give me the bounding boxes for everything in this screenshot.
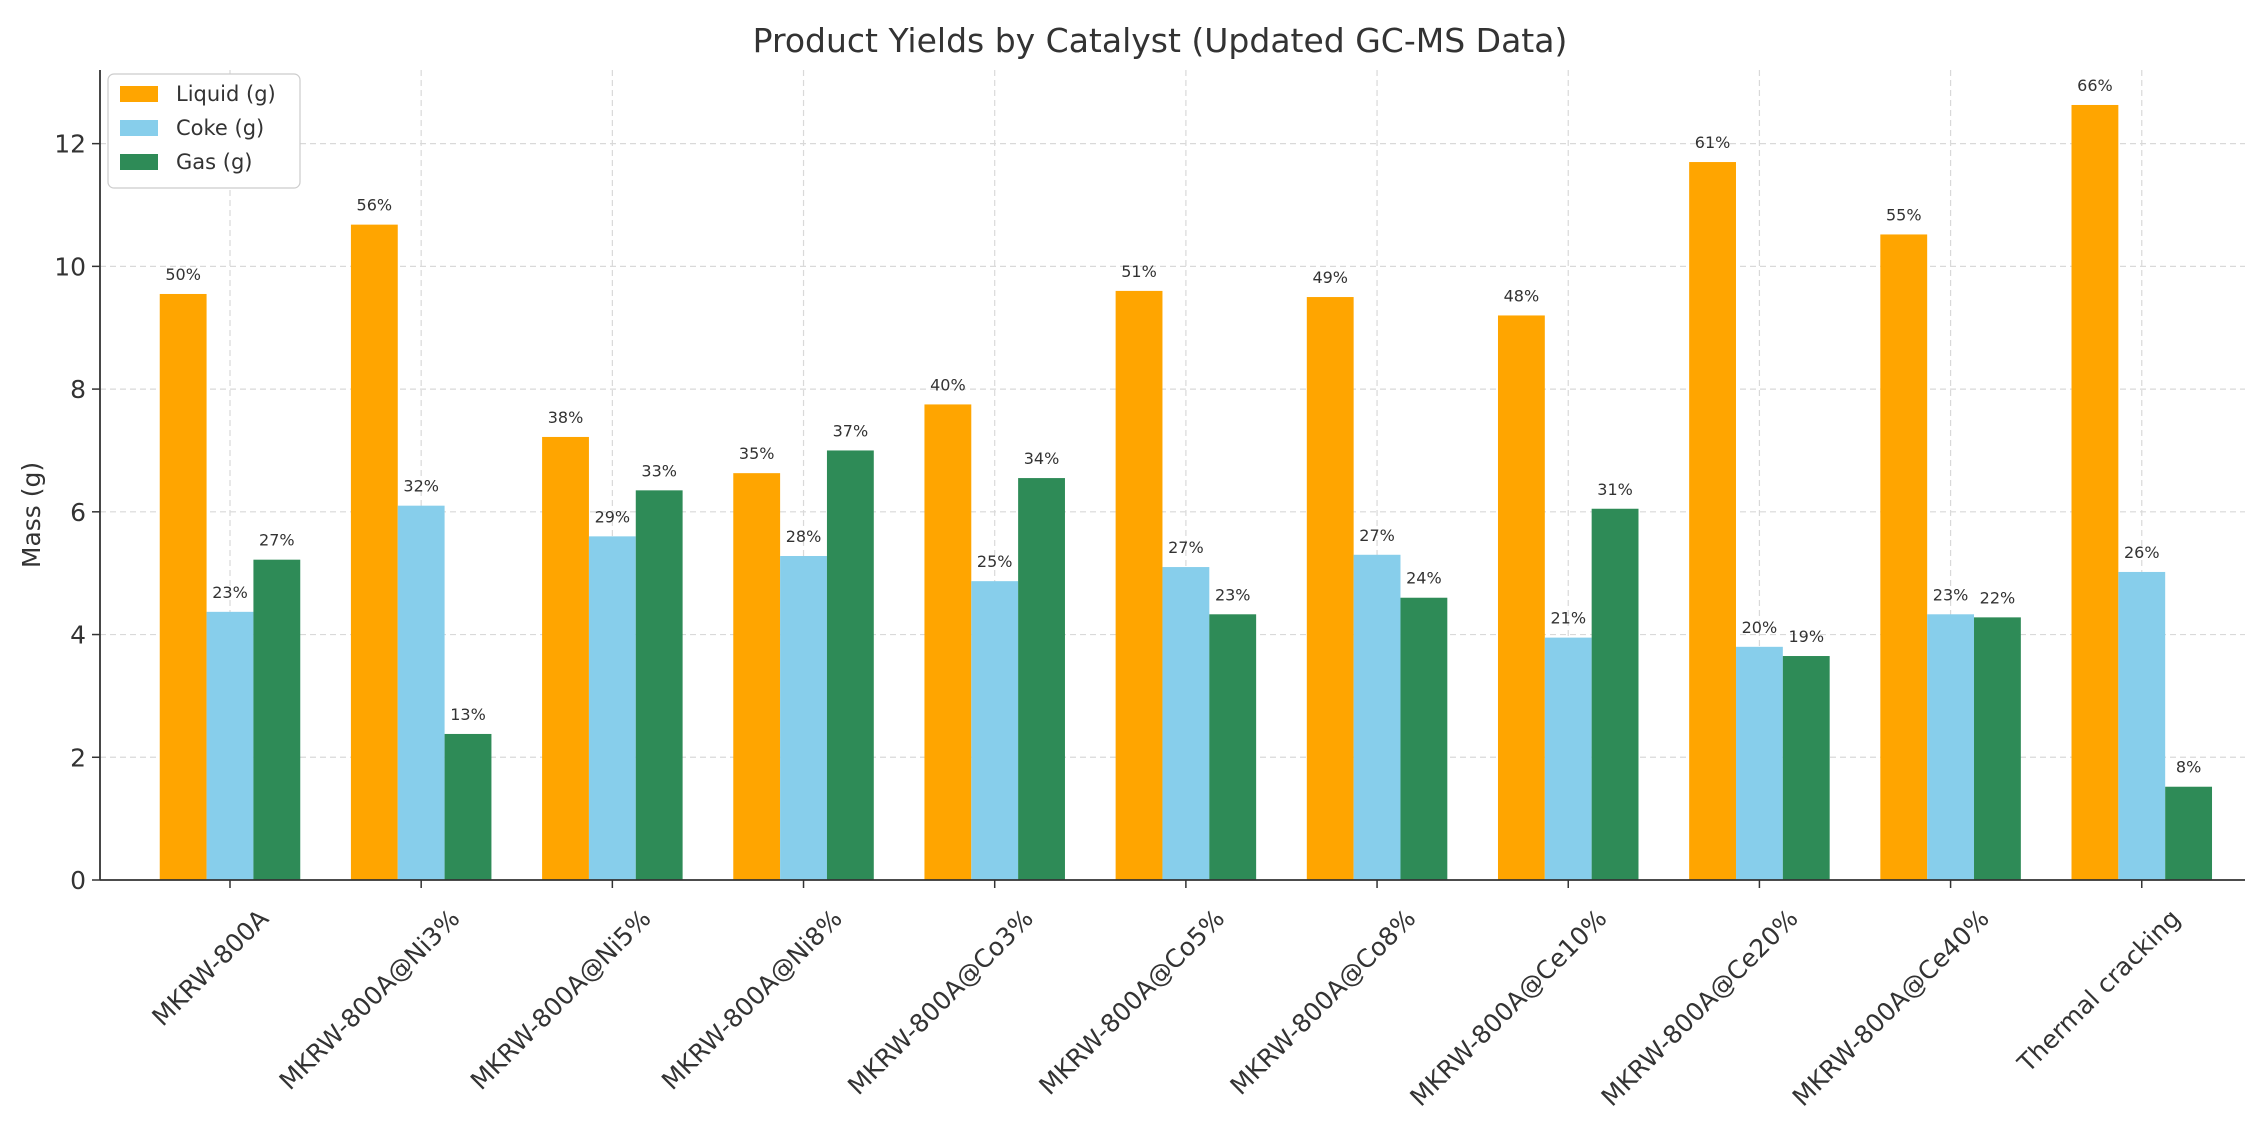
data-label: 37% (833, 421, 869, 440)
legend-label: Gas (g) (176, 150, 252, 174)
data-label: 25% (977, 552, 1013, 571)
x-tick-label: MKRW-800A@Ni5% (465, 904, 657, 1096)
x-tick-label: Thermal cracking (2011, 904, 2186, 1079)
data-labels: 50% 56% 38% 35% 40% 51% 49% 48% 61% 55% 66% 23% 32% 2… (165, 76, 2201, 777)
y-tick-label: 6 (70, 498, 86, 527)
bar-coke (1544, 637, 1592, 880)
data-label: 38% (548, 408, 584, 427)
data-label: 49% (1312, 268, 1348, 287)
bar-gas (2165, 786, 2213, 880)
data-label: 19% (1788, 627, 1824, 646)
data-label: 56% (357, 196, 393, 215)
bar-coke (1927, 614, 1975, 880)
data-label: 61% (1695, 133, 1731, 152)
data-label: 48% (1504, 286, 1540, 305)
x-tick-label: MKRW-800A@Co8% (1225, 904, 1422, 1101)
bar-gas (635, 490, 683, 880)
bar-coke (1162, 567, 1210, 880)
bar-liquid (542, 436, 589, 880)
bar-liquid (159, 293, 207, 880)
y-tick-label: 2 (70, 743, 86, 772)
legend-label: Coke (g) (176, 116, 264, 140)
legend-swatch-gas (120, 154, 158, 170)
x-tick-label: MKRW-800A@Co3% (842, 904, 1039, 1101)
legend-swatch-liquid (120, 86, 158, 102)
data-label: 13% (450, 705, 486, 724)
data-label: 66% (2077, 76, 2113, 95)
bar-liquid (1880, 234, 1928, 881)
bar-liquid (1497, 315, 1545, 880)
bar-gas (826, 450, 874, 880)
bars (159, 104, 2213, 881)
data-label: 22% (1980, 588, 2016, 607)
bar-coke (397, 505, 445, 880)
legend-swatch-coke (120, 120, 158, 136)
y-axis-label: Mass (g) (17, 462, 46, 568)
y-tick-label: 8 (70, 375, 86, 404)
x-tick-label: MKRW-800A@Ce20% (1596, 904, 1804, 1112)
data-label: 27% (1359, 526, 1395, 545)
bar-liquid (2071, 104, 2119, 880)
data-label: 28% (786, 527, 822, 546)
bar-coke (971, 581, 1019, 880)
x-tick-label: MKRW-800A (146, 904, 274, 1032)
legend: Liquid (g) Coke (g) Gas (g) (107, 73, 301, 189)
bar-liquid (1689, 162, 1736, 880)
data-label: 40% (930, 375, 966, 394)
x-tick-label: MKRW-800A@Co5% (1033, 904, 1230, 1101)
bar-gas (253, 559, 301, 880)
data-label: 8% (2176, 758, 2201, 777)
data-label: 26% (2124, 543, 2160, 562)
data-label: 55% (1886, 205, 1922, 224)
bar-coke (206, 611, 254, 880)
data-label: 35% (739, 444, 775, 463)
x-tick-label: MKRW-800A@Ni3% (274, 904, 466, 1096)
data-label: 32% (403, 477, 439, 496)
bar-gas (444, 733, 492, 880)
bar-gas (1591, 508, 1639, 880)
bar-liquid (733, 473, 781, 880)
y-tick-label: 0 (70, 866, 86, 895)
x-tick-label: MKRW-800A@Ce10% (1404, 904, 1612, 1112)
bar-coke (588, 536, 636, 880)
bar-liquid (1306, 297, 1354, 881)
bar-liquid (1115, 290, 1163, 881)
y-tick-label: 4 (70, 621, 86, 650)
y-tick-label: 10 (54, 252, 86, 281)
bar-gas (1974, 617, 2021, 880)
bar-coke (780, 556, 827, 880)
bar-coke (2118, 571, 2166, 880)
legend-label: Liquid (g) (176, 82, 276, 106)
data-label: 51% (1121, 262, 1157, 281)
bar-gas (1209, 614, 1257, 880)
data-label: 21% (1550, 609, 1586, 628)
data-label: 23% (1215, 585, 1251, 604)
data-label: 23% (1933, 585, 1969, 604)
y-tick-label: 12 (54, 130, 86, 159)
bar-coke (1735, 646, 1783, 880)
bar-gas (1400, 597, 1448, 880)
data-label: 31% (1597, 480, 1633, 499)
data-label: 34% (1024, 449, 1060, 468)
data-label: 50% (165, 265, 201, 284)
bar-gas (1782, 656, 1830, 880)
data-label: 29% (595, 507, 631, 526)
axes (92, 70, 2245, 888)
data-label: 27% (1168, 538, 1204, 557)
data-label: 24% (1406, 569, 1442, 588)
bar-coke (1353, 554, 1401, 880)
bar-liquid (924, 404, 972, 880)
bar-liquid (350, 224, 398, 881)
x-tick-label: MKRW-800A@Ce40% (1787, 904, 1995, 1112)
data-label: 23% (212, 583, 248, 602)
x-tick-label: MKRW-800A@Ni8% (656, 904, 848, 1096)
data-label: 20% (1742, 618, 1778, 637)
data-label: 33% (641, 461, 677, 480)
bar-gas (1018, 478, 1065, 880)
data-label: 27% (259, 531, 295, 550)
chart-title: Product Yields by Catalyst (Updated GC-M… (753, 21, 1568, 60)
